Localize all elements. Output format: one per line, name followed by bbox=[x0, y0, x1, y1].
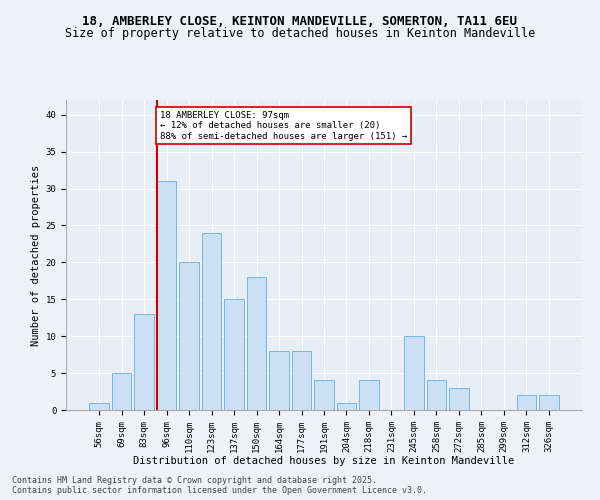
Bar bbox=[314, 380, 334, 410]
Bar bbox=[202, 233, 221, 410]
X-axis label: Distribution of detached houses by size in Keinton Mandeville: Distribution of detached houses by size … bbox=[133, 456, 515, 466]
Y-axis label: Number of detached properties: Number of detached properties bbox=[31, 164, 41, 346]
Bar bbox=[247, 277, 266, 410]
Bar bbox=[224, 300, 244, 410]
Bar bbox=[292, 351, 311, 410]
Bar bbox=[269, 351, 289, 410]
Bar bbox=[539, 395, 559, 410]
Bar bbox=[404, 336, 424, 410]
Text: Size of property relative to detached houses in Keinton Mandeville: Size of property relative to detached ho… bbox=[65, 28, 535, 40]
Bar bbox=[337, 402, 356, 410]
Text: Contains HM Land Registry data © Crown copyright and database right 2025.
Contai: Contains HM Land Registry data © Crown c… bbox=[12, 476, 427, 495]
Bar bbox=[179, 262, 199, 410]
Bar bbox=[517, 395, 536, 410]
Bar bbox=[359, 380, 379, 410]
Bar bbox=[427, 380, 446, 410]
Bar bbox=[157, 181, 176, 410]
Bar bbox=[89, 402, 109, 410]
Bar bbox=[134, 314, 154, 410]
Bar bbox=[449, 388, 469, 410]
Bar bbox=[112, 373, 131, 410]
Text: 18 AMBERLEY CLOSE: 97sqm
← 12% of detached houses are smaller (20)
88% of semi-d: 18 AMBERLEY CLOSE: 97sqm ← 12% of detach… bbox=[160, 111, 407, 141]
Text: 18, AMBERLEY CLOSE, KEINTON MANDEVILLE, SOMERTON, TA11 6EU: 18, AMBERLEY CLOSE, KEINTON MANDEVILLE, … bbox=[83, 15, 517, 28]
